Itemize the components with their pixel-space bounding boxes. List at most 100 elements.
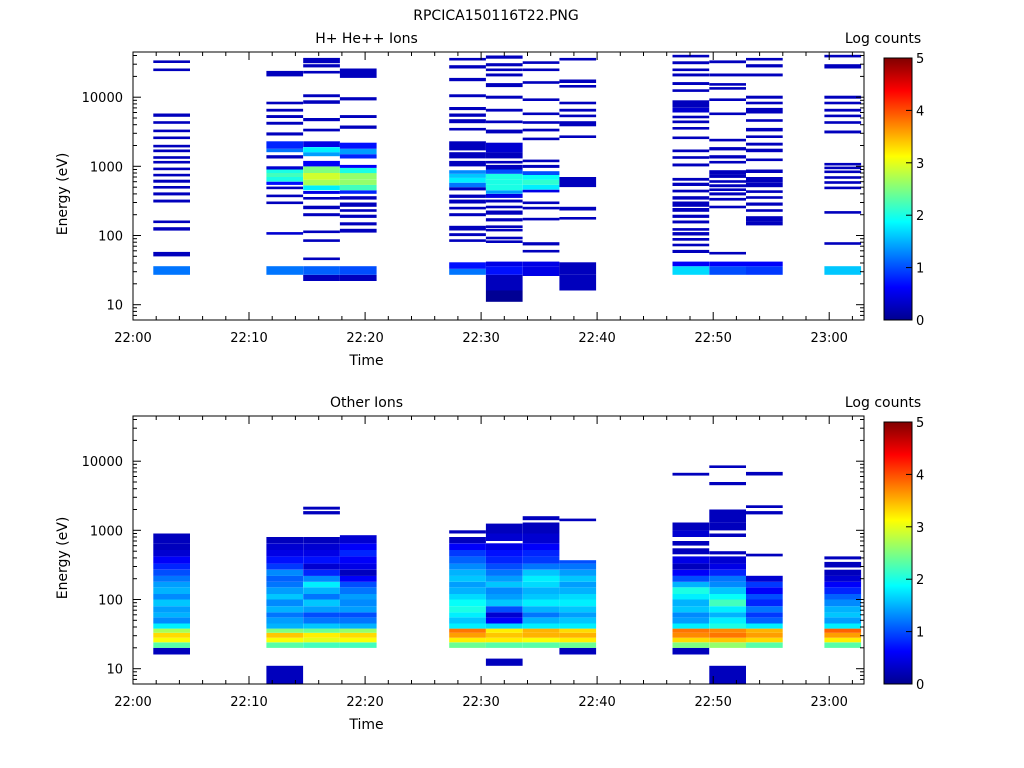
spectrogram-cell (746, 471, 783, 476)
spectrogram-cell (449, 170, 486, 174)
spectrogram-cell (449, 632, 486, 638)
y-ticks (133, 55, 864, 321)
spectrogram-cell (559, 217, 597, 220)
spectrogram-cell (559, 587, 597, 594)
spectrogram-cell (672, 243, 710, 247)
spectrogram-cell (485, 190, 523, 194)
spectrogram-cell (339, 142, 377, 149)
spectrogram-cell (339, 173, 377, 180)
spectrogram-cell (449, 239, 486, 242)
spectrogram-cell (153, 227, 190, 231)
spectrogram-cell (672, 100, 710, 108)
spectrogram-cell (522, 599, 560, 607)
spectrogram-cell (485, 599, 523, 607)
spectrogram-cell (709, 623, 746, 629)
spectrogram-cell (153, 612, 190, 618)
spectrogram-cell (266, 612, 304, 618)
spectrogram-cell (709, 192, 746, 196)
spectrogram-cell (559, 274, 597, 291)
spectrogram-cell (709, 482, 746, 486)
spectrogram-cell (746, 221, 783, 226)
spectrogram-cell (672, 228, 710, 231)
spectrogram-cell (339, 563, 377, 570)
spectrogram-cell (303, 160, 340, 167)
spectrogram-cell (522, 81, 560, 84)
spectrogram-cell (303, 70, 340, 74)
spectrogram-cell (824, 64, 862, 69)
spectrogram-cell (266, 115, 304, 118)
spectrogram-cell (522, 533, 560, 544)
spectrogram-cell (266, 266, 304, 275)
plot-frame (132, 51, 865, 321)
spectrogram-cell (824, 581, 862, 588)
spectrogram-cell (266, 575, 304, 582)
spectrogram-cell (485, 632, 523, 638)
spectrogram-cell (559, 560, 597, 564)
spectrogram-cell (559, 599, 597, 607)
spectrogram-cell (339, 196, 377, 200)
spectrogram-cell (153, 637, 190, 643)
spectrogram-cell (153, 632, 190, 638)
spectrogram-cell (485, 533, 523, 541)
spectrogram-cell (709, 261, 746, 267)
spectrogram-cell (266, 169, 304, 173)
spectrogram-cell (709, 581, 746, 588)
spectrogram-cell (485, 199, 523, 203)
spectrogram-cell (485, 569, 523, 576)
spectrogram-cell (709, 632, 746, 638)
spectrogram-cell (709, 522, 746, 531)
spectrogram-cell (672, 61, 710, 65)
spectrogram-cell (339, 148, 377, 155)
spectrogram-cell (522, 217, 560, 221)
spectrogram-cell (709, 180, 746, 183)
spectrogram-cell (559, 581, 597, 588)
spectrogram-cell (153, 199, 190, 203)
spectrogram-cell (449, 530, 486, 534)
spectrogram-cell (266, 637, 304, 643)
spectrogram-cell (303, 257, 340, 261)
spectrogram-cell (672, 196, 710, 200)
spectrogram-cell (303, 191, 340, 194)
spectrogram-cell (709, 98, 746, 101)
spectrogram-cell (672, 637, 710, 643)
spectrogram-cell (266, 642, 304, 648)
spectrogram-cell (746, 73, 783, 77)
colorbar (883, 421, 913, 685)
spectrogram-cell (339, 266, 377, 275)
spectrogram-cell (824, 130, 862, 134)
spectrogram-cell (485, 193, 523, 198)
spectrogram-cell (485, 95, 523, 99)
spectrogram-cell (522, 266, 560, 276)
spectrogram-cell (153, 617, 190, 624)
colorbar (883, 57, 913, 321)
spectrogram-cell (449, 599, 486, 607)
spectrogram-cell (339, 617, 377, 624)
spectrogram-cell (824, 637, 862, 643)
spectrogram-cell (485, 594, 523, 600)
spectrogram-cell (339, 569, 377, 576)
spectrogram-cell (824, 54, 862, 58)
spectrogram-cell (672, 556, 710, 564)
spectrogram-cell (559, 85, 597, 88)
spectrogram-cell (303, 141, 340, 147)
spectrogram-cell (522, 581, 560, 588)
spectrogram-cell (709, 617, 746, 624)
spectrogram-cell (303, 575, 340, 582)
colorbar-tick-label: 5 (916, 52, 924, 67)
spectrogram-cell (709, 509, 746, 523)
spectrogram-cell (559, 642, 597, 648)
spectrogram-cell (559, 594, 597, 600)
spectrogram-cell (303, 612, 340, 618)
spectrogram-cell (522, 623, 560, 629)
spectrogram-cell (559, 637, 597, 643)
spectrogram-cell (522, 206, 560, 210)
spectrogram-cell (824, 599, 862, 607)
spectrogram-cell (266, 177, 304, 182)
spectrogram-cell (266, 543, 304, 550)
spectrogram-cell (339, 612, 377, 618)
spectrogram-cell (153, 251, 190, 257)
spectrogram-cell (746, 182, 783, 188)
spectrogram-cell (485, 236, 523, 240)
spectrogram-cell (303, 581, 340, 588)
spectrogram-cell (709, 569, 746, 576)
